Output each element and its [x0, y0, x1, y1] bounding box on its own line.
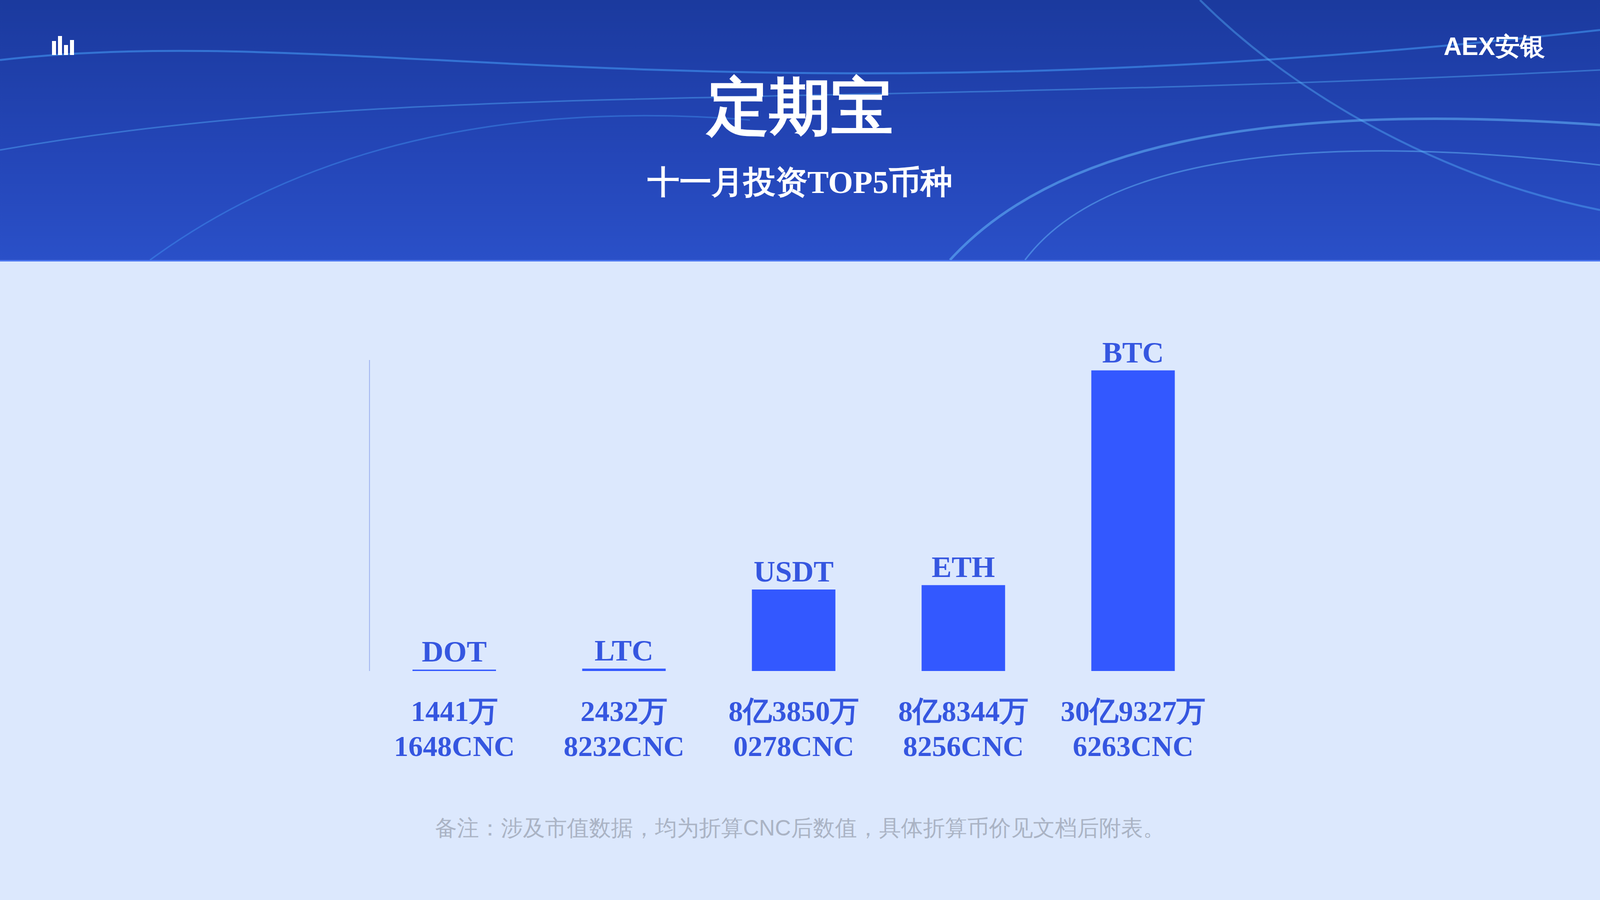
svg-text:1441万: 1441万 [411, 695, 498, 728]
svg-text:BTC: BTC [1102, 336, 1164, 369]
html-text:十一月投资TOP5币种: 十一月投资TOP5币种 [647, 164, 953, 200]
html-text:备注：涉及市值数据，均为折算CNC后数值，具体折算币价见文档: 备注：涉及市值数据，均为折算CNC后数值，具体折算币价见文档后附表。 [435, 815, 1165, 840]
svg-text:6263CNC: 6263CNC [1072, 730, 1194, 763]
svg-text:8232CNC: 8232CNC [563, 730, 685, 763]
svg-text:ETH: ETH [931, 550, 995, 584]
svg-text:1648CNC: 1648CNC [394, 730, 515, 763]
svg-text:USDT: USDT [753, 555, 834, 588]
svg-text:8256CNC: 8256CNC [903, 730, 1024, 763]
html-text:定期宝: 定期宝 [707, 73, 893, 142]
svg-text:0278CNC: 0278CNC [733, 730, 855, 763]
svg-text:8亿8344万: 8亿8344万 [898, 695, 1029, 728]
svg-text:DOT: DOT [421, 635, 487, 668]
svg-text:2432万: 2432万 [580, 695, 668, 728]
html-text:AEX安银: AEX安银 [1443, 32, 1545, 61]
svg-text:30亿9327万: 30亿9327万 [1060, 695, 1206, 728]
svg-text:8亿3850万: 8亿3850万 [728, 695, 859, 728]
svg-text:LTC: LTC [594, 634, 654, 667]
